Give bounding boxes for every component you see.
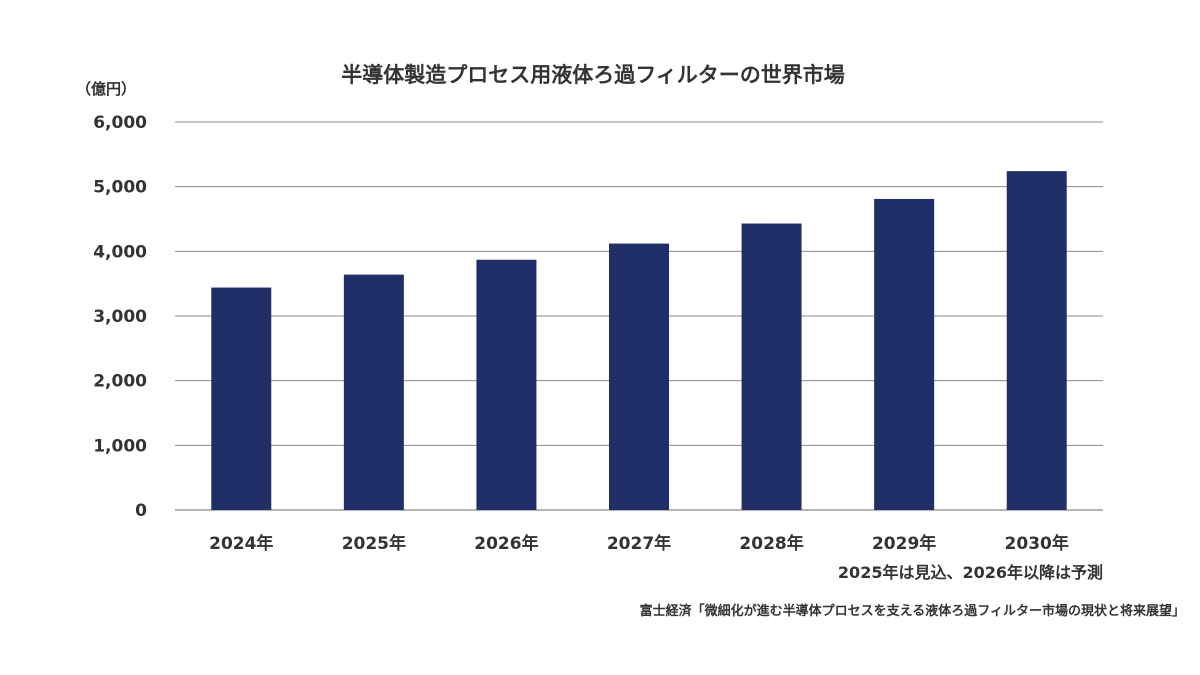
y-tick-label: 6,000 [93, 113, 147, 133]
x-tick-label: 2028年 [739, 533, 803, 554]
x-axis-ticks: 2024年 2025年 2026年 2027年 2028年 2029年 2030年 [209, 533, 1069, 554]
y-tick-label: 0 [135, 501, 147, 521]
chart-title: 半導体製造プロセス用液体ろ過フィルターの世界市場 [341, 63, 845, 87]
bar-1 [343, 274, 404, 510]
y-tick-label: 3,000 [93, 307, 147, 327]
bar-6 [1006, 171, 1067, 510]
source-citation: 富士経済「微細化が進む半導体プロセスを支える液体ろ過フィルター市場の現状と将来展… [640, 603, 1185, 619]
bar-4 [741, 223, 802, 510]
x-tick-label: 2026年 [474, 533, 538, 554]
y-tick-label: 5,000 [93, 178, 147, 198]
forecast-note: 2025年は見込、2026年以降は予測 [838, 563, 1103, 582]
bar-2 [476, 259, 537, 510]
x-tick-label: 2030年 [1005, 533, 1069, 554]
y-tick-label: 2,000 [93, 372, 147, 392]
bar-5 [874, 198, 935, 510]
x-tick-label: 2024年 [209, 533, 273, 554]
y-tick-label: 1,000 [93, 436, 147, 456]
y-tick-label: 4,000 [93, 242, 147, 262]
bar-3 [609, 243, 669, 510]
x-tick-label: 2027年 [607, 533, 671, 554]
bars [211, 171, 1067, 510]
x-tick-label: 2025年 [342, 533, 406, 554]
bar-0 [211, 287, 272, 510]
y-axis-unit-label: （億円） [76, 80, 136, 98]
x-tick-label: 2029年 [872, 533, 936, 554]
y-axis-ticks: 0 1,000 2,000 3,000 4,000 5,000 6,000 [93, 113, 147, 521]
